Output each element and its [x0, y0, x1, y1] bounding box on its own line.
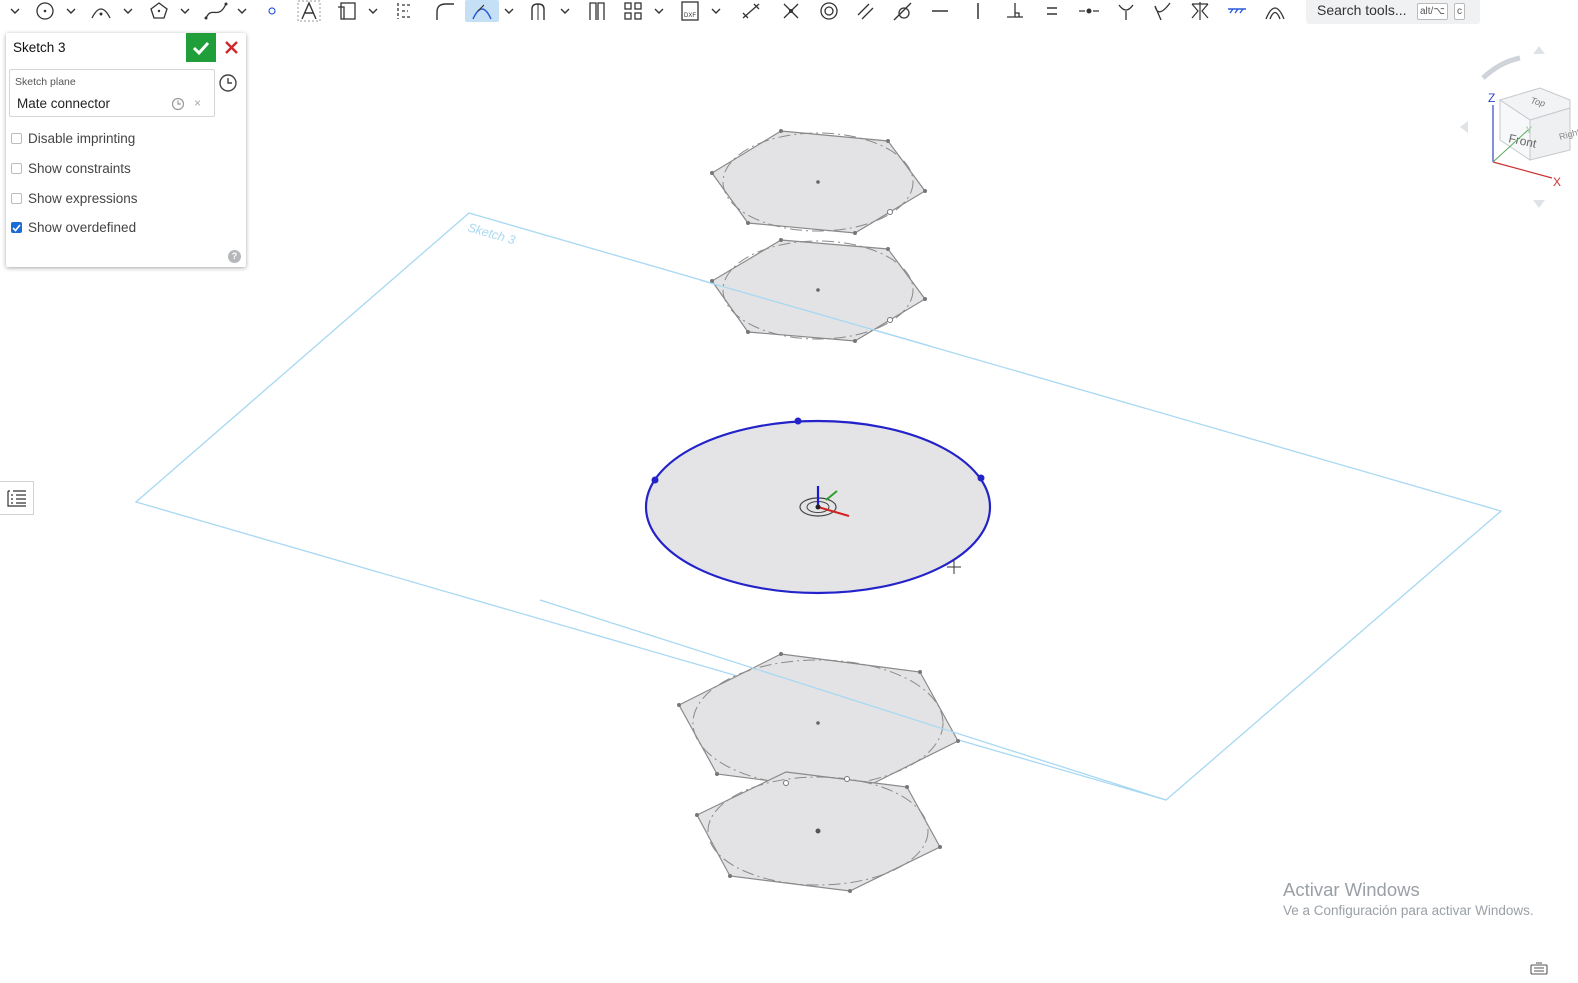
chevron-down-icon[interactable] [558, 0, 572, 22]
chevron-down-icon[interactable] [502, 0, 516, 22]
normal-icon[interactable] [1114, 0, 1138, 22]
cancel-button[interactable] [221, 37, 241, 57]
fix-icon[interactable] [1225, 0, 1249, 22]
tangent-icon[interactable] [890, 0, 914, 22]
axis-x-label: X [1553, 175, 1561, 189]
hexagon-sketch-bottom-2[interactable] [695, 771, 942, 893]
arc-icon[interactable] [89, 0, 113, 22]
view-cube-front[interactable]: Front [1507, 131, 1538, 151]
chevron-down-icon[interactable] [64, 0, 78, 22]
polygon-icon[interactable] [147, 0, 171, 22]
sketch-plane-field[interactable]: Sketch plane Mate connector × [9, 69, 215, 117]
pierce-icon[interactable] [1150, 0, 1174, 22]
chevron-down-icon[interactable] [178, 0, 192, 22]
close-icon [224, 40, 238, 54]
view-cube-right[interactable]: Right [1558, 127, 1578, 142]
axis-z-label: Z [1488, 91, 1495, 105]
extend-icon[interactable] [526, 0, 552, 22]
show-overdefined-checkbox[interactable] [11, 222, 22, 233]
point-icon[interactable] [263, 0, 281, 22]
insert-image-icon[interactable] [334, 0, 360, 22]
plane-edge-front [539, 599, 1167, 801]
mate-connector-triad[interactable] [799, 486, 850, 517]
help-icon[interactable]: ? [228, 250, 241, 263]
pattern-icon[interactable] [620, 0, 646, 22]
view-cube[interactable]: Top Front Right Z X Y [1460, 46, 1578, 208]
svg-text:DXF: DXF [684, 13, 696, 19]
windows-activation-watermark: Activar Windows Ve a Configuración para … [1283, 879, 1534, 918]
disable-imprinting-option[interactable]: Disable imprinting [11, 131, 135, 146]
show-expressions-checkbox[interactable] [11, 193, 22, 204]
show-expressions-option[interactable]: Show expressions [11, 191, 138, 206]
disable-imprinting-label[interactable]: Disable imprinting [28, 131, 136, 146]
panel-title[interactable]: Sketch 3 [13, 40, 66, 55]
circle-icon[interactable] [33, 0, 57, 22]
fillet-icon[interactable] [432, 0, 458, 22]
sketch-plane-value[interactable]: Mate connector [17, 96, 111, 111]
spline-icon[interactable] [203, 0, 229, 22]
coincident-icon[interactable] [779, 0, 803, 22]
search-shortcut-modifier: alt/⌥ [1417, 3, 1448, 20]
symmetric-icon[interactable] [1187, 0, 1213, 22]
clear-icon[interactable]: × [194, 96, 202, 110]
show-constraints-checkbox[interactable] [11, 163, 22, 174]
trim-icon[interactable] [465, 0, 499, 22]
history-icon[interactable] [171, 97, 185, 111]
accept-button[interactable] [186, 33, 216, 62]
horizontal-icon[interactable] [928, 0, 952, 22]
chevron-down-icon[interactable] [8, 0, 22, 22]
keyboard-icon[interactable] [1530, 961, 1548, 975]
show-overdefined-option[interactable]: Show overdefined [11, 220, 136, 235]
construction-icon[interactable] [392, 0, 416, 22]
curvature-icon[interactable] [1262, 0, 1288, 22]
sketch-toolbar: DXF Search tools... alt/⌥ c [0, 0, 1578, 26]
history-icon[interactable] [218, 73, 238, 93]
search-shortcut-key: c [1454, 3, 1465, 20]
show-overdefined-label[interactable]: Show overdefined [28, 220, 137, 235]
disable-imprinting-checkbox[interactable] [11, 133, 22, 144]
crosshair-cursor-icon [947, 560, 961, 574]
concentric-icon[interactable] [817, 0, 841, 22]
watermark-title: Activar Windows [1283, 879, 1420, 900]
feature-list-toggle-button[interactable] [0, 481, 34, 515]
hexagon-sketch-bottom-1[interactable] [677, 652, 960, 794]
axis-y-label: Y [1526, 125, 1532, 135]
chevron-down-icon[interactable] [709, 0, 723, 22]
search-tools-placeholder[interactable]: Search tools... [1317, 2, 1407, 18]
view-cube-top[interactable]: Top [1529, 95, 1546, 108]
show-constraints-option[interactable]: Show constraints [11, 161, 131, 176]
chevron-down-icon[interactable] [235, 0, 249, 22]
hexagon-sketch-top-1[interactable] [710, 129, 927, 235]
vertical-icon[interactable] [966, 0, 990, 22]
midpoint-icon[interactable] [1076, 0, 1102, 22]
equal-icon[interactable] [1040, 0, 1064, 22]
chevron-down-icon[interactable] [366, 0, 380, 22]
hexagon-sketch-top-2[interactable] [710, 238, 927, 343]
list-icon [6, 490, 26, 507]
text-icon[interactable] [296, 0, 322, 22]
perpendicular-icon[interactable] [1003, 0, 1027, 22]
sketch-plane-label: Sketch plane [15, 76, 76, 88]
search-tools[interactable]: Search tools... alt/⌥ c [1306, 0, 1480, 24]
offset-icon[interactable] [584, 0, 610, 22]
checkmark-icon [192, 41, 210, 55]
show-constraints-label[interactable]: Show constraints [28, 161, 131, 176]
dxf-icon[interactable]: DXF [677, 0, 703, 22]
sketch-feature-panel: Sketch 3 Sketch plane Mate connector × D… [6, 33, 246, 267]
watermark-subtitle: Ve a Configuración para activar Windows. [1283, 903, 1534, 918]
dimension-icon[interactable] [738, 0, 764, 22]
show-expressions-label[interactable]: Show expressions [28, 191, 138, 206]
chevron-down-icon[interactable] [652, 0, 666, 22]
parallel-icon[interactable] [853, 0, 877, 22]
chevron-down-icon[interactable] [121, 0, 135, 22]
